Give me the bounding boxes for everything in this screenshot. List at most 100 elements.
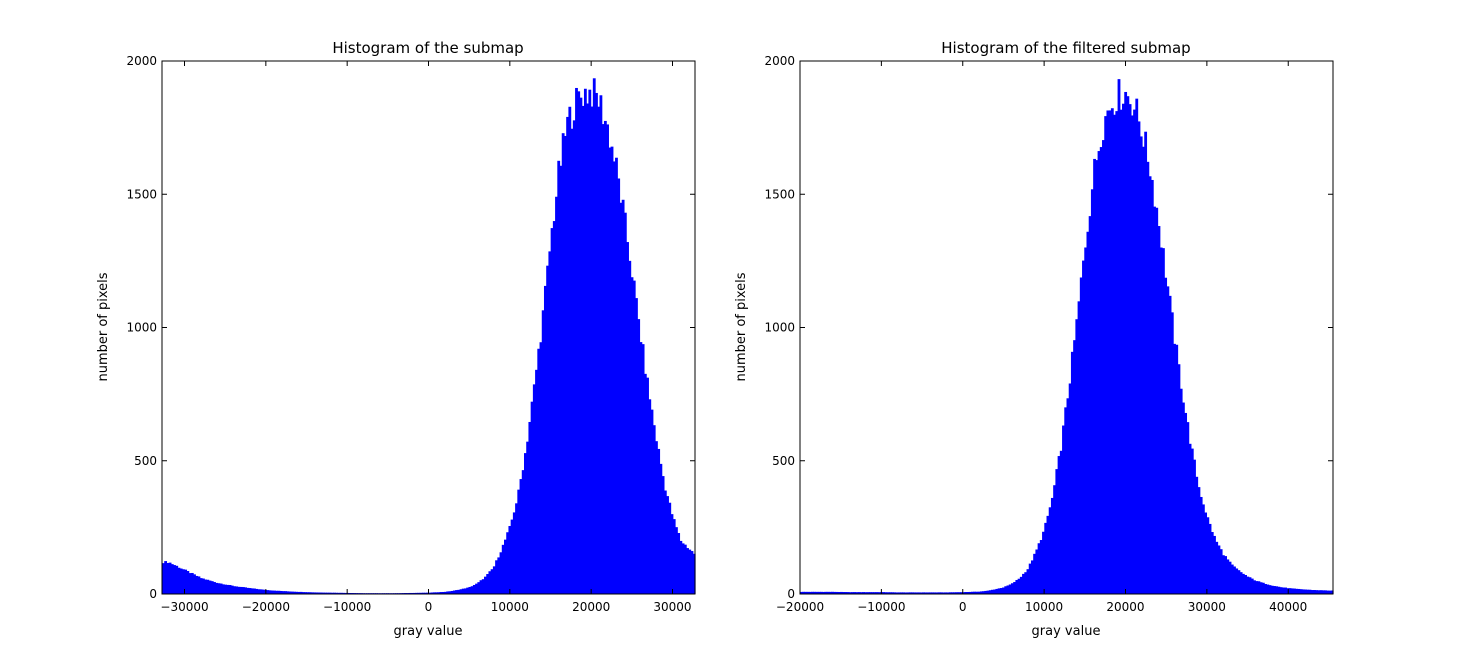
histogram-bar [1173,343,1176,594]
histogram-bar [486,574,490,594]
histogram-bar [617,178,621,595]
histogram-bar [1155,207,1159,594]
histogram-bar [652,425,656,594]
x-axis-label: gray value [394,624,463,639]
histogram-bar [606,124,609,595]
histogram-bar [1117,79,1121,594]
histogram-bar [346,592,350,594]
histogram-bar [848,592,852,594]
histogram-bar [1099,147,1103,595]
histogram-bar [993,589,997,594]
y-tick-label: 2000 [126,54,157,68]
histogram-bar [1039,540,1043,594]
histogram-bar [1135,98,1139,594]
y-axis-label: number of pixels [96,272,111,381]
histogram-bar [490,569,494,594]
histogram-bar [1268,585,1272,594]
histogram-bar [468,586,472,594]
histogram-bar [532,384,536,594]
histogram-bar [875,592,879,594]
histogram-bar [226,584,230,594]
histogram-bar [1179,388,1183,594]
histogram-bar [299,591,303,594]
histogram-bar [477,582,481,594]
histogram-bar [464,588,467,594]
histogram-bar [657,448,661,594]
histogram-bar [1190,448,1194,594]
histogram-bar [1086,231,1090,594]
histogram-bar [577,91,581,594]
histogram-bar [1310,590,1314,594]
histogram-bar [592,78,596,595]
histogram-bar [1261,582,1265,594]
histogram-bar [1024,572,1028,594]
histogram-bar [1004,586,1008,594]
histogram-bar [857,592,861,594]
histogram-bar [259,589,263,594]
histogram-bars [800,79,1334,595]
x-tick-label: 10000 [491,600,529,614]
histogram-bar [824,591,828,594]
histogram-bar [862,592,865,594]
histogram-bar [524,453,527,594]
histogram-bar [301,592,305,594]
histogram-bar [1290,588,1294,594]
histogram-bar [321,592,325,594]
histogram-bar [884,592,888,594]
histogram-bar [1104,116,1108,595]
histogram-bar [450,590,454,594]
histogram-bar [275,590,279,594]
histogram-bar [1013,582,1017,594]
histogram-bar [575,87,578,594]
histogram-bar [1019,576,1023,594]
histogram-bar [1097,151,1101,595]
histogram-bar [971,591,974,594]
histogram-bar [310,592,314,594]
histogram-bar [1288,588,1292,594]
histogram-bar [512,512,516,594]
histogram-bar [432,592,436,594]
histogram-bar [873,592,877,594]
histogram-bar [1201,504,1205,594]
histogram-bar [184,569,188,594]
histogram-bar [410,592,414,594]
histogram-bar [1055,469,1059,594]
histogram-bar [666,496,669,594]
histogram-bar [1030,560,1034,594]
histogram-bar [1077,301,1081,594]
chart-title: Histogram of the filtered submap [941,39,1190,57]
histogram-bar [1275,586,1279,594]
histogram-bar [1328,590,1332,594]
histogram-bar [922,592,925,594]
histogram-bar [546,265,550,594]
histogram-bar [581,105,585,595]
histogram-bar [1319,590,1323,594]
histogram-bar [270,590,274,594]
histogram-bar [279,590,283,594]
histogram-bar [1048,507,1052,594]
axis-ticks: −20000 −10000 0 10000 20000 30000 40000 0 500 100… [764,54,1333,614]
histogram-bar [446,591,450,594]
histogram-bar [1088,216,1092,594]
histogram-bar [877,592,881,594]
histogram-bar [1279,587,1283,594]
histogram-bar [1313,590,1316,594]
histogram-bar [333,592,336,594]
histogram-bar [802,591,806,594]
histogram-bar [623,212,627,594]
histogram-bar [295,591,299,594]
histogram-bar [1264,584,1267,594]
histogram-bar [277,590,281,594]
histogram-bar [284,591,287,594]
histogram-bar [677,533,681,594]
histogram-bar [1184,412,1188,594]
histogram-bar [1070,351,1074,594]
histogram-bar [1128,104,1132,595]
histogram-bar [344,592,347,594]
histogram-bar [239,586,243,594]
histogram-bar [461,588,465,594]
histogram-bar [1159,247,1163,594]
histogram-bar [957,592,961,594]
histogram-bar [1002,587,1005,594]
